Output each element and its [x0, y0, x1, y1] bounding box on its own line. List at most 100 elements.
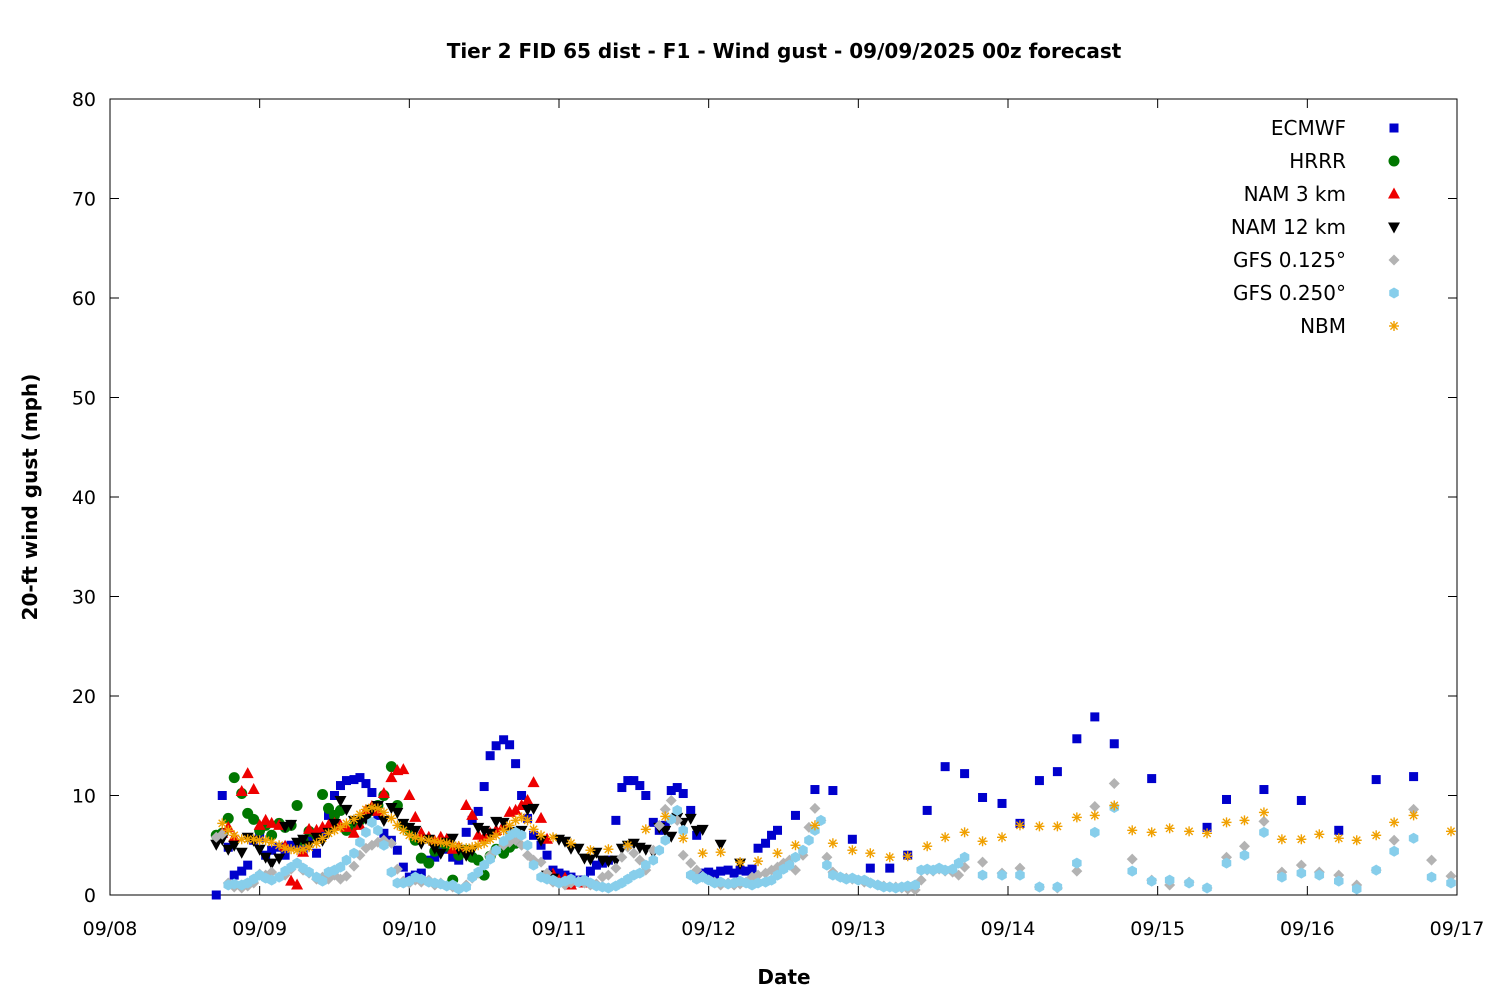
data-point — [528, 824, 539, 835]
data-point — [610, 862, 622, 874]
data-point — [253, 844, 266, 856]
data-point — [1371, 775, 1381, 785]
data-point — [1014, 820, 1025, 831]
data-point — [847, 845, 858, 856]
data-point — [978, 792, 988, 802]
data-point — [522, 839, 533, 851]
data-point — [367, 816, 377, 828]
data-point — [485, 853, 495, 865]
x-tick-label: 09/16 — [1280, 918, 1335, 940]
data-point — [902, 851, 913, 862]
data-point — [1071, 865, 1083, 877]
data-point — [660, 811, 671, 822]
data-point — [715, 847, 726, 858]
x-tick-label: 09/09 — [232, 918, 287, 940]
data-point — [659, 825, 672, 837]
data-point — [1034, 776, 1044, 786]
data-point — [378, 807, 389, 818]
data-point — [959, 851, 970, 863]
data-point — [522, 815, 533, 826]
data-point — [291, 799, 303, 811]
data-point — [472, 822, 485, 834]
data-point — [391, 807, 404, 819]
data-point — [434, 848, 447, 860]
data-point — [217, 791, 227, 800]
data-point — [311, 838, 322, 849]
data-point — [767, 830, 777, 840]
data-point — [341, 776, 351, 786]
data-point — [460, 798, 473, 810]
x-tick-label: 09/12 — [681, 918, 736, 940]
data-point — [684, 813, 697, 825]
data-point — [297, 834, 310, 846]
data-point — [310, 823, 323, 835]
data-point — [910, 879, 920, 891]
data-point — [377, 787, 390, 799]
data-point — [828, 786, 838, 796]
y-axis-label: 20-ft wind gust (mph) — [18, 374, 42, 621]
data-point — [773, 825, 783, 835]
data-point — [416, 873, 427, 885]
x-tick-label: 09/08 — [83, 918, 138, 940]
data-point — [753, 856, 764, 867]
data-point — [348, 814, 359, 825]
data-point — [686, 805, 696, 815]
data-point — [355, 836, 365, 848]
series-gfs-0-250 — [223, 801, 1456, 895]
data-point — [1426, 871, 1437, 883]
data-point — [527, 803, 540, 815]
data-point — [1276, 834, 1287, 845]
data-point — [1409, 772, 1419, 782]
data-point — [521, 793, 534, 805]
data-point — [517, 791, 527, 800]
data-point — [385, 771, 398, 783]
data-point — [453, 841, 464, 852]
data-point — [640, 824, 651, 835]
data-point — [572, 843, 585, 855]
data-point — [266, 837, 277, 848]
data-point — [997, 869, 1007, 881]
data-point — [790, 810, 800, 820]
x-axis-label: Date — [757, 965, 810, 989]
data-point — [554, 868, 564, 878]
data-point — [1146, 875, 1157, 887]
data-point — [1127, 825, 1138, 836]
data-point — [317, 789, 329, 801]
data-point — [1202, 822, 1212, 832]
data-point — [959, 827, 970, 838]
data-point — [361, 826, 371, 838]
legend-item: GFS 0.125° — [1233, 248, 1400, 272]
data-point — [1446, 877, 1456, 889]
data-point — [1388, 834, 1400, 846]
data-point — [603, 844, 614, 855]
data-point — [1258, 815, 1270, 827]
data-point — [616, 851, 628, 863]
legend-label: GFS 0.125° — [1233, 248, 1346, 272]
data-point — [478, 825, 491, 837]
data-point — [704, 867, 714, 877]
data-point — [392, 820, 403, 831]
data-point — [753, 843, 763, 853]
data-point — [361, 779, 371, 789]
data-point — [960, 769, 970, 779]
data-point — [467, 815, 477, 825]
data-point — [1371, 830, 1382, 841]
legend-item: NAM 12 km — [1231, 215, 1400, 239]
data-point — [1202, 828, 1213, 839]
data-point — [1239, 849, 1250, 861]
data-point — [666, 786, 676, 796]
data-point — [1072, 857, 1082, 869]
data-point — [210, 839, 223, 851]
data-point — [678, 833, 689, 844]
data-point — [386, 813, 397, 824]
data-point — [228, 772, 240, 784]
data-point — [653, 819, 665, 831]
data-point — [1222, 794, 1232, 804]
data-point — [1296, 867, 1307, 879]
data-point — [1426, 854, 1438, 866]
data-point — [1334, 875, 1344, 887]
data-point — [235, 847, 248, 859]
data-point — [235, 785, 248, 797]
data-point — [392, 845, 402, 855]
